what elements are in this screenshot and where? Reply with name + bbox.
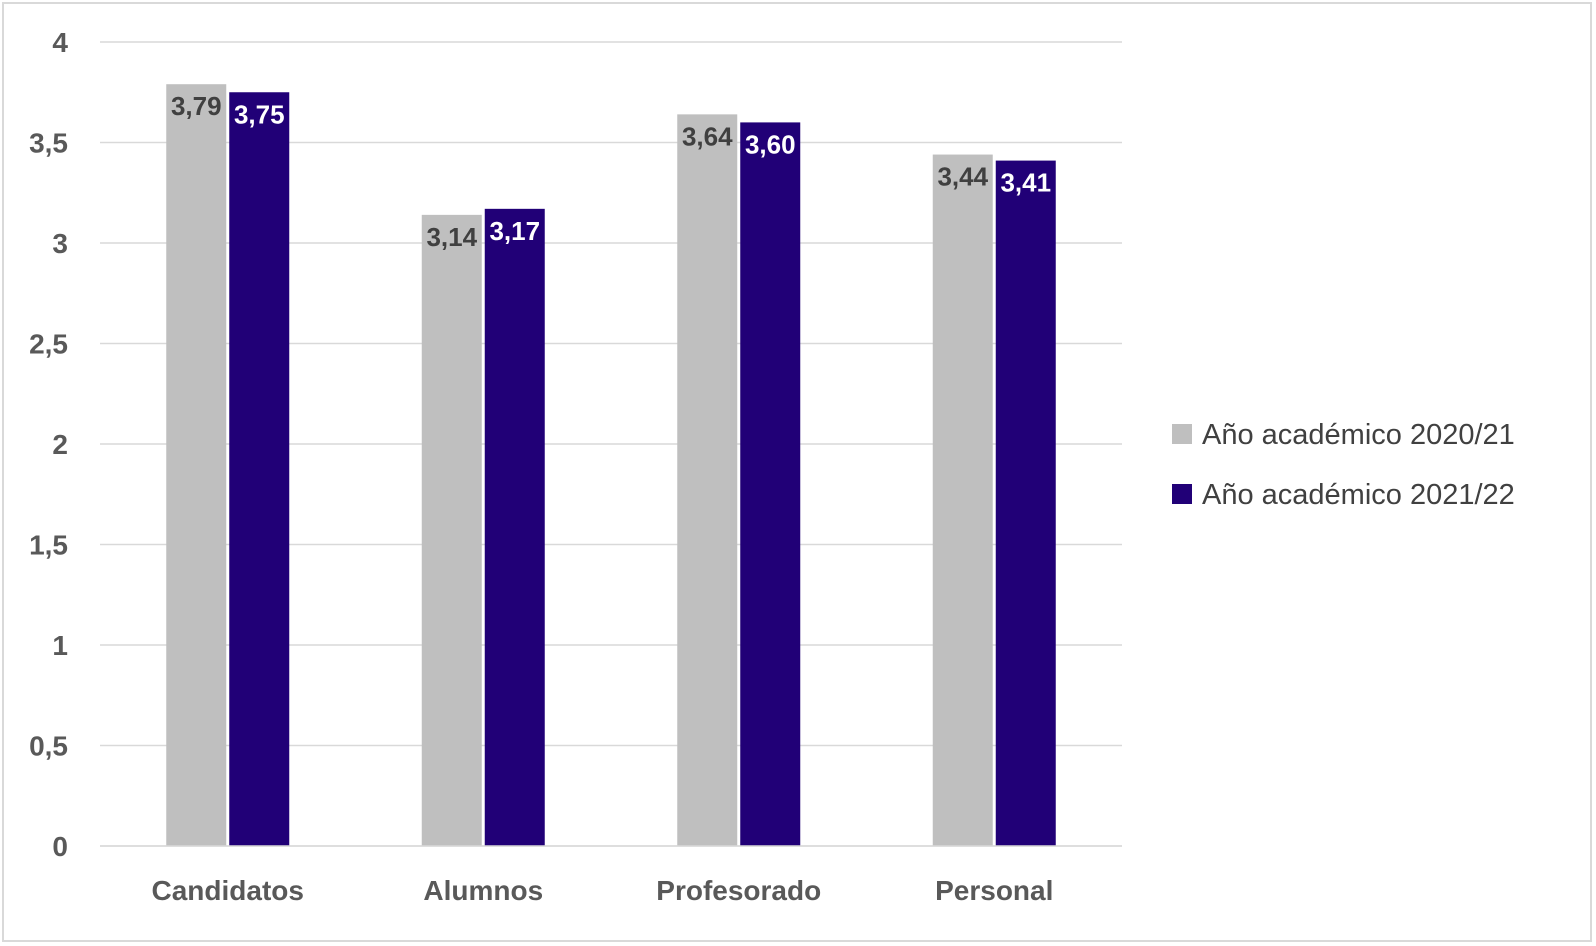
- data-label: 3,64: [682, 121, 733, 151]
- data-label: 3,60: [745, 129, 796, 159]
- y-tick-label: 3,5: [29, 128, 68, 159]
- x-tick-label: Personal: [935, 875, 1053, 906]
- legend-label: Año académico 2020/21: [1202, 419, 1515, 451]
- data-label: 3,75: [234, 99, 285, 129]
- y-tick-label: 3: [52, 228, 68, 259]
- y-tick-label: 2: [52, 429, 68, 460]
- data-label: 3,79: [171, 91, 222, 121]
- data-label: 3,41: [1000, 168, 1051, 198]
- bar: [932, 154, 993, 846]
- y-axis: 0 0,5 1 1,5 2 2,5 3 3,5 4: [29, 27, 68, 862]
- x-tick-label: Alumnos: [423, 875, 543, 906]
- bar: [421, 214, 482, 847]
- x-tick-label: Candidatos: [152, 875, 304, 906]
- data-label: 3,44: [937, 162, 988, 192]
- data-labels: 3,79 3,75 3,14 3,17 3,64 3,60 3,44 3,41: [171, 91, 1051, 252]
- bar: [677, 114, 738, 847]
- bar: [740, 122, 801, 846]
- legend: Año académico 2020/21 Año académico 2021/…: [1172, 419, 1515, 511]
- y-tick-label: 1,5: [29, 530, 68, 561]
- bar: [995, 160, 1056, 847]
- y-tick-label: 0: [52, 831, 68, 862]
- y-tick-label: 4: [52, 27, 68, 58]
- bar: [229, 92, 290, 846]
- legend-label: Año académico 2021/22: [1202, 479, 1515, 511]
- legend-swatch: [1172, 484, 1192, 504]
- bar: [484, 208, 545, 846]
- y-tick-label: 2,5: [29, 329, 68, 360]
- legend-swatch: [1172, 424, 1192, 444]
- y-tick-label: 1: [52, 630, 68, 661]
- bar: [166, 84, 227, 846]
- data-label: 3,17: [489, 216, 540, 246]
- y-tick-label: 0,5: [29, 731, 68, 762]
- x-tick-label: Profesorado: [656, 875, 821, 906]
- x-axis: Candidatos Alumnos Profesorado Personal: [100, 845, 1122, 906]
- bars: [166, 84, 1056, 847]
- data-label: 3,14: [426, 222, 477, 252]
- bar-chart: 00,511,522,533,54 3,79 3,753,14 3,173,64 3,…: [29, 27, 1515, 906]
